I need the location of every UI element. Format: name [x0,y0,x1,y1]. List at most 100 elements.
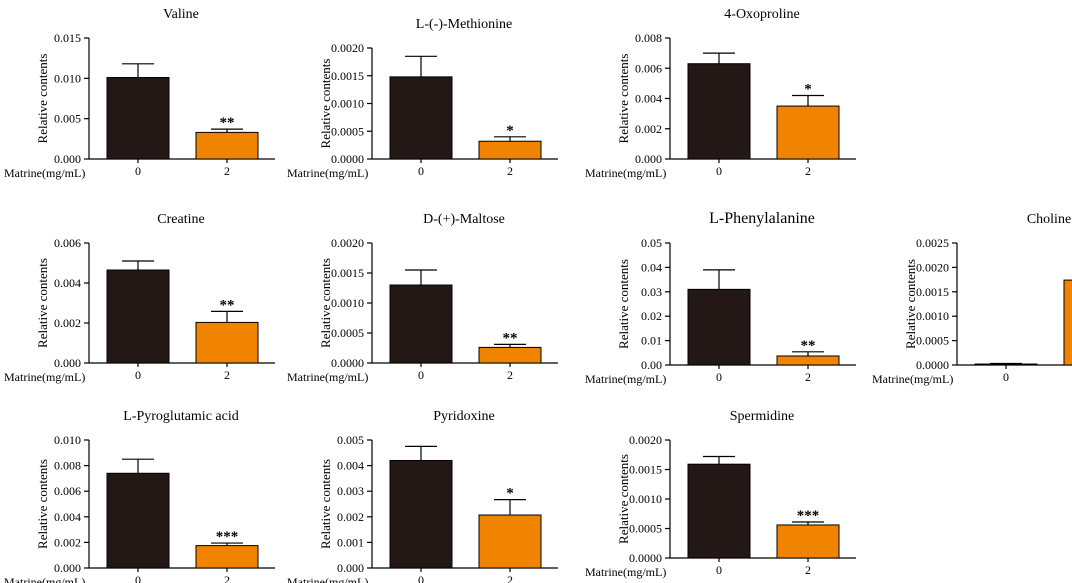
bar-control [974,363,1038,366]
x-axis-label: Matrine(mg/mL) [4,575,85,583]
panel-title: 4-Oxoproline [724,7,799,22]
y-axis-label: Relative contents [903,259,918,349]
x-axis-label: Matrine(mg/mL) [287,575,368,583]
significance-marker: *** [216,529,239,545]
y-tick-label: 0.0020 [916,260,949,274]
x-tick-label: 2 [805,164,811,178]
significance-marker: * [506,486,514,502]
bar-treated [195,131,259,160]
bar-treated [776,524,840,559]
y-tick-label: 0.001 [337,535,364,549]
bar-treated [1063,279,1072,366]
y-tick-label: 0.0000 [916,358,949,372]
y-tick-label: 0.000 [635,152,662,166]
y-tick-label: 0.0005 [916,334,949,348]
bar-treated [195,545,259,569]
y-tick-label: 0.0010 [331,296,364,310]
y-axis-label: Relative contents [318,459,333,549]
y-tick-label: 0.05 [641,236,662,250]
x-axis-label: Matrine(mg/mL) [872,372,953,386]
panel-title: L-Pyroglutamic acid [123,409,238,424]
bar-control [106,77,170,160]
panel-title: Creatine [157,212,204,227]
y-axis-label: Relative contents [35,54,50,144]
y-tick-label: 0.0015 [916,285,949,299]
y-tick-label: 0.006 [635,61,662,75]
x-tick-label: 0 [716,370,722,384]
panel-title: Spermidine [730,409,795,424]
x-tick-label: 2 [507,368,513,382]
y-axis-label: Relative contents [318,258,333,348]
panel-title: L-Phenylalanine [709,210,815,227]
x-axis-label: Matrine(mg/mL) [585,565,666,579]
y-tick-label: 0.008 [635,31,662,45]
y-tick-label: 0.010 [54,71,81,85]
y-tick-label: 0.0005 [331,326,364,340]
y-axis-label: Relative contents [35,258,50,348]
bar-treated [776,355,840,366]
y-tick-label: 0.0020 [331,41,364,55]
y-tick-label: 0.0005 [629,522,662,536]
x-tick-label: 0 [418,368,424,382]
bar-control [389,76,453,160]
significance-marker: * [506,123,514,139]
bar-treated [776,105,840,160]
y-tick-label: 0.010 [54,433,81,447]
y-tick-label: 0.004 [635,92,662,106]
x-tick-label: 0 [418,573,424,583]
y-tick-label: 0.0015 [331,266,364,280]
panel-title: Pyridoxine [433,409,494,424]
panel-title: D-(+)-Maltose [423,212,505,227]
y-tick-label: 0.0000 [629,551,662,565]
y-tick-label: 0.008 [54,459,81,473]
bar-treated [478,140,542,160]
y-tick-label: 0.0010 [916,309,949,323]
panel-title: L-(-)-Methionine [416,17,512,32]
bar-control [687,288,751,366]
y-tick-label: 0.004 [337,459,364,473]
x-axis-label: Matrine(mg/mL) [585,166,666,180]
x-axis-label: Matrine(mg/mL) [4,370,85,384]
x-tick-label: 0 [135,164,141,178]
x-tick-label: 0 [135,573,141,583]
x-axis-label: Matrine(mg/mL) [585,372,666,386]
y-tick-label: 0.000 [337,561,364,575]
y-tick-label: 0.00 [641,358,662,372]
y-tick-label: 0.0020 [331,236,364,250]
bar-treated [478,514,542,569]
y-tick-label: 0.000 [54,356,81,370]
bar-control [106,472,170,569]
y-tick-label: 0.0005 [331,124,364,138]
y-tick-label: 0.0015 [629,463,662,477]
y-tick-label: 0.04 [641,260,662,274]
x-tick-label: 2 [507,573,513,583]
x-tick-label: 2 [507,164,513,178]
y-tick-label: 0.0000 [331,152,364,166]
y-tick-label: 0.002 [635,122,662,136]
y-tick-label: 0.01 [641,334,662,348]
x-tick-label: 0 [418,164,424,178]
y-tick-label: 0.004 [54,510,81,524]
y-tick-label: 0.015 [54,31,81,45]
y-tick-label: 0.0010 [331,97,364,111]
bar-control [389,284,453,364]
significance-marker: * [804,81,812,97]
bar-treated [195,321,259,364]
x-tick-label: 0 [1003,370,1009,384]
x-tick-label: 2 [224,573,230,583]
panel-title: Choline [1027,212,1071,227]
y-axis-label: Relative contents [616,454,631,544]
y-tick-label: 0.003 [337,484,364,498]
x-tick-label: 0 [716,164,722,178]
bar-control [106,269,170,364]
x-tick-label: 0 [135,368,141,382]
y-tick-label: 0.03 [641,285,662,299]
y-tick-label: 0.02 [641,309,662,323]
significance-marker: ** [801,338,816,354]
panel-title: Valine [163,7,199,22]
significance-marker: *** [797,508,820,524]
y-tick-label: 0.0015 [331,69,364,83]
y-tick-label: 0.0000 [331,356,364,370]
y-tick-label: 0.000 [54,152,81,166]
bar-control [389,459,453,569]
